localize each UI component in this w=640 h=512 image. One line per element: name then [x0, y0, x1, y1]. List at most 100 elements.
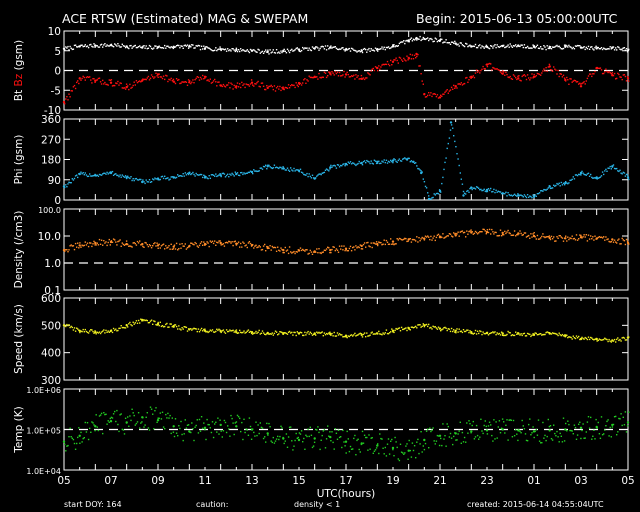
- data-point-anchor: [564, 335, 567, 338]
- data-point: [490, 332, 492, 334]
- data-point: [617, 239, 619, 241]
- data-point: [174, 418, 177, 420]
- data-point-anchor: [329, 166, 332, 169]
- data-point: [452, 127, 454, 129]
- data-point: [536, 434, 539, 436]
- data-point: [121, 428, 123, 431]
- data-point: [210, 431, 213, 434]
- data-point: [573, 337, 576, 339]
- data-point: [97, 332, 100, 334]
- data-point: [374, 333, 377, 335]
- data-point: [381, 438, 383, 440]
- data-point: [232, 88, 234, 90]
- data-point: [434, 326, 436, 328]
- data-point: [473, 76, 476, 79]
- data-point: [532, 233, 534, 235]
- data-point: [363, 160, 366, 162]
- data-point: [347, 438, 349, 440]
- data-point: [584, 336, 586, 339]
- data-point: [625, 80, 628, 82]
- data-point: [65, 98, 67, 100]
- data-point: [384, 332, 386, 334]
- data-point: [445, 39, 447, 41]
- data-point: [172, 78, 175, 81]
- data-point: [628, 48, 630, 51]
- x-tick-label: 23: [480, 475, 493, 487]
- data-point-anchor: [329, 332, 332, 336]
- data-point: [373, 50, 376, 52]
- data-point: [482, 228, 484, 230]
- data-point: [454, 40, 456, 43]
- data-point: [385, 46, 388, 49]
- data-point: [83, 244, 85, 247]
- data-point: [295, 169, 297, 171]
- data-point: [613, 239, 616, 241]
- data-point: [570, 78, 572, 80]
- data-point: [168, 78, 170, 81]
- data-point: [320, 77, 322, 79]
- data-point: [513, 193, 516, 195]
- data-point: [162, 75, 165, 77]
- data-point: [294, 86, 296, 89]
- data-point: [573, 79, 576, 82]
- data-point: [603, 236, 605, 238]
- data-point: [456, 153, 458, 155]
- data-point: [568, 423, 570, 426]
- data-point: [598, 177, 601, 179]
- data-point-anchor: [595, 237, 598, 240]
- data-point: [553, 46, 555, 48]
- data-point: [303, 173, 305, 176]
- data-point: [223, 49, 226, 51]
- data-point: [554, 240, 556, 242]
- data-point: [261, 248, 264, 251]
- data-point: [288, 330, 291, 333]
- data-point: [154, 76, 156, 78]
- data-point: [607, 71, 609, 74]
- data-point: [200, 416, 203, 418]
- data-point: [498, 234, 501, 237]
- data-point: [483, 424, 485, 427]
- data-point: [565, 235, 567, 237]
- data-point: [236, 332, 239, 334]
- data-point: [282, 251, 284, 254]
- data-point: [417, 38, 419, 40]
- data-point: [446, 235, 448, 237]
- data-point: [436, 40, 439, 43]
- data-point: [262, 245, 265, 247]
- data-point: [381, 160, 383, 162]
- data-point: [304, 448, 306, 450]
- data-point: [384, 243, 386, 246]
- data-point: [585, 46, 587, 49]
- data-point: [110, 240, 113, 242]
- data-point: [282, 166, 284, 168]
- series-bt: [62, 35, 630, 55]
- data-point: [528, 47, 530, 49]
- data-point: [275, 250, 278, 252]
- data-point: [457, 231, 459, 233]
- data-point: [559, 73, 561, 75]
- data-point: [449, 330, 452, 333]
- data-point: [84, 241, 86, 243]
- data-point: [485, 190, 487, 193]
- data-point: [565, 334, 567, 336]
- data-point: [450, 327, 453, 330]
- data-point: [488, 421, 491, 423]
- data-point: [195, 242, 197, 245]
- data-point: [529, 237, 531, 239]
- data-point: [398, 56, 401, 59]
- data-point: [605, 425, 607, 427]
- data-point: [104, 172, 106, 174]
- data-point: [470, 332, 472, 335]
- data-point: [257, 424, 259, 426]
- data-point: [72, 329, 75, 331]
- data-point: [67, 251, 69, 253]
- data-point: [432, 93, 434, 95]
- data-point: [85, 76, 88, 79]
- data-point: [246, 246, 248, 249]
- data-point: [391, 328, 393, 330]
- data-point: [239, 329, 241, 332]
- data-point: [170, 432, 172, 435]
- data-point: [434, 194, 436, 196]
- data-point-anchor: [532, 75, 536, 79]
- data-point: [119, 82, 121, 84]
